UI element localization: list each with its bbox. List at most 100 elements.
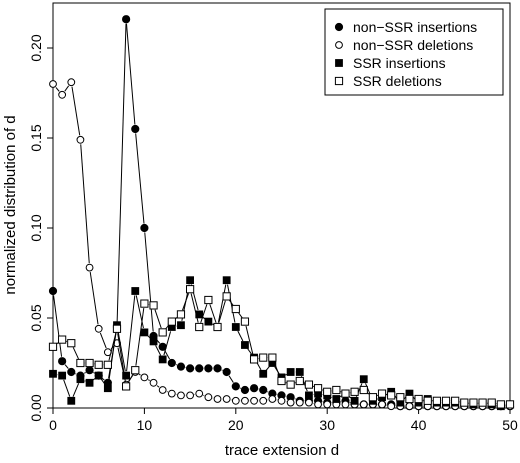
series-segment	[117, 333, 126, 383]
data-point	[222, 395, 231, 403]
data-point	[414, 394, 423, 404]
data-point	[122, 371, 131, 380]
x-tick-label: 50	[502, 417, 518, 433]
data-point	[94, 371, 103, 380]
data-point	[204, 317, 213, 326]
data-point	[222, 367, 231, 377]
series-segment	[285, 373, 288, 376]
data-point	[176, 310, 186, 319]
data-point	[195, 364, 204, 373]
data-point	[48, 286, 58, 296]
data-point	[231, 304, 240, 314]
data-point	[85, 366, 94, 375]
data-point	[286, 368, 295, 376]
data-point	[451, 396, 460, 405]
data-point	[140, 223, 149, 233]
data-point	[213, 395, 222, 403]
legend-label: non−SSR insertions	[353, 19, 477, 35]
series-segment	[265, 366, 270, 371]
data-point	[94, 324, 103, 333]
series-segment	[273, 361, 281, 377]
data-point	[268, 395, 277, 403]
data-point	[359, 375, 368, 384]
axis-ticks	[47, 47, 511, 414]
series-segment	[228, 299, 234, 306]
data-point	[58, 357, 67, 366]
data-point	[67, 367, 76, 377]
data-point	[350, 387, 359, 396]
data-point	[49, 369, 57, 378]
series-segment	[63, 379, 71, 397]
y-tick-label: 0.20	[28, 34, 44, 61]
legend-item: SSR deletions	[334, 73, 442, 89]
y-tick-labels: 0.00 0.05 0.10 0.15 0.20	[28, 34, 44, 421]
series-segment	[117, 329, 126, 372]
data-point	[158, 328, 167, 337]
series-segment	[190, 293, 199, 323]
data-point	[359, 385, 368, 395]
data-point	[240, 317, 250, 326]
series-segment	[138, 373, 141, 376]
data-point	[332, 395, 341, 403]
data-point	[167, 317, 176, 326]
series-segment	[245, 325, 254, 356]
series-segment	[126, 295, 136, 372]
data-point	[149, 378, 158, 387]
data-point	[112, 324, 122, 333]
series-segment	[238, 312, 243, 319]
data-point	[58, 90, 67, 99]
y-tick-label: 0.00	[28, 394, 44, 421]
data-point	[314, 400, 322, 409]
data-point	[58, 371, 67, 380]
data-point	[140, 299, 149, 308]
data-point	[377, 389, 387, 398]
data-point	[158, 355, 167, 364]
data-point	[368, 393, 377, 402]
legend-marker	[335, 59, 343, 67]
legend-item: SSR insertions	[335, 55, 446, 71]
series-segment	[116, 23, 127, 323]
data-point	[103, 384, 112, 393]
data-point	[131, 366, 140, 375]
data-point	[167, 358, 176, 368]
data-point	[186, 276, 194, 285]
x-tick-label: 0	[49, 417, 57, 433]
series-segment	[144, 232, 154, 332]
data-point	[341, 400, 350, 409]
series-segment	[55, 87, 60, 92]
legend-label: non−SSR deletions	[353, 37, 473, 53]
data-point	[48, 342, 58, 351]
data-point	[67, 396, 76, 405]
data-point	[149, 337, 158, 346]
x-axis-label: trace extension d	[225, 442, 339, 459]
series-segment	[182, 293, 190, 311]
data-point	[67, 339, 76, 348]
y-axis-label: normalized distribution of d	[2, 115, 19, 294]
data-point	[158, 386, 167, 394]
series-segment	[227, 284, 236, 323]
series-segment	[108, 333, 117, 361]
data-point	[149, 301, 158, 310]
series-segment	[100, 378, 106, 385]
data-point	[249, 384, 259, 393]
series-open-square	[48, 285, 515, 409]
series-layer	[48, 15, 515, 411]
series-segment	[125, 23, 136, 125]
series-segment	[148, 379, 150, 381]
data-point	[186, 364, 195, 373]
series-segment	[71, 86, 81, 136]
series-segment	[156, 385, 160, 388]
data-point	[231, 323, 240, 331]
data-point	[304, 380, 314, 389]
data-point	[222, 276, 231, 285]
data-point	[295, 368, 304, 376]
series-segment	[107, 329, 117, 384]
data-point	[222, 292, 231, 301]
data-point	[76, 358, 85, 368]
data-point	[469, 398, 478, 407]
y-tick-label: 0.10	[28, 214, 44, 241]
series-segment	[127, 373, 134, 383]
data-point	[195, 389, 204, 398]
data-point	[250, 396, 258, 405]
data-point	[131, 287, 140, 295]
